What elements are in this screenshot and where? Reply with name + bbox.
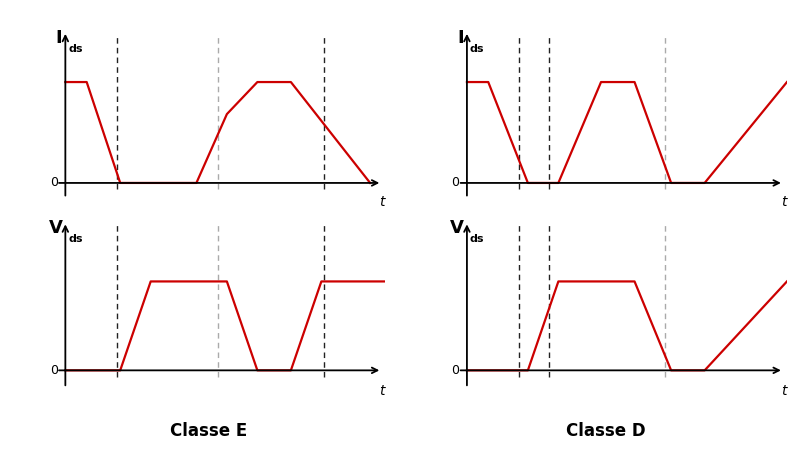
Text: t: t xyxy=(780,195,785,209)
Text: t: t xyxy=(780,384,785,398)
Text: Classe E: Classe E xyxy=(170,422,247,440)
Text: t: t xyxy=(379,195,384,209)
Text: t: t xyxy=(379,384,384,398)
Text: I: I xyxy=(55,29,63,47)
Text: 0: 0 xyxy=(50,177,58,189)
Text: 0: 0 xyxy=(50,364,58,377)
Text: ds: ds xyxy=(469,234,484,244)
Text: 0: 0 xyxy=(451,177,459,189)
Text: ds: ds xyxy=(68,234,83,244)
Text: Classe D: Classe D xyxy=(565,422,646,440)
Text: V: V xyxy=(48,219,63,237)
Text: V: V xyxy=(449,219,464,237)
Text: ds: ds xyxy=(68,44,83,54)
Text: ds: ds xyxy=(469,44,484,54)
Text: 0: 0 xyxy=(451,364,459,377)
Text: I: I xyxy=(456,29,464,47)
